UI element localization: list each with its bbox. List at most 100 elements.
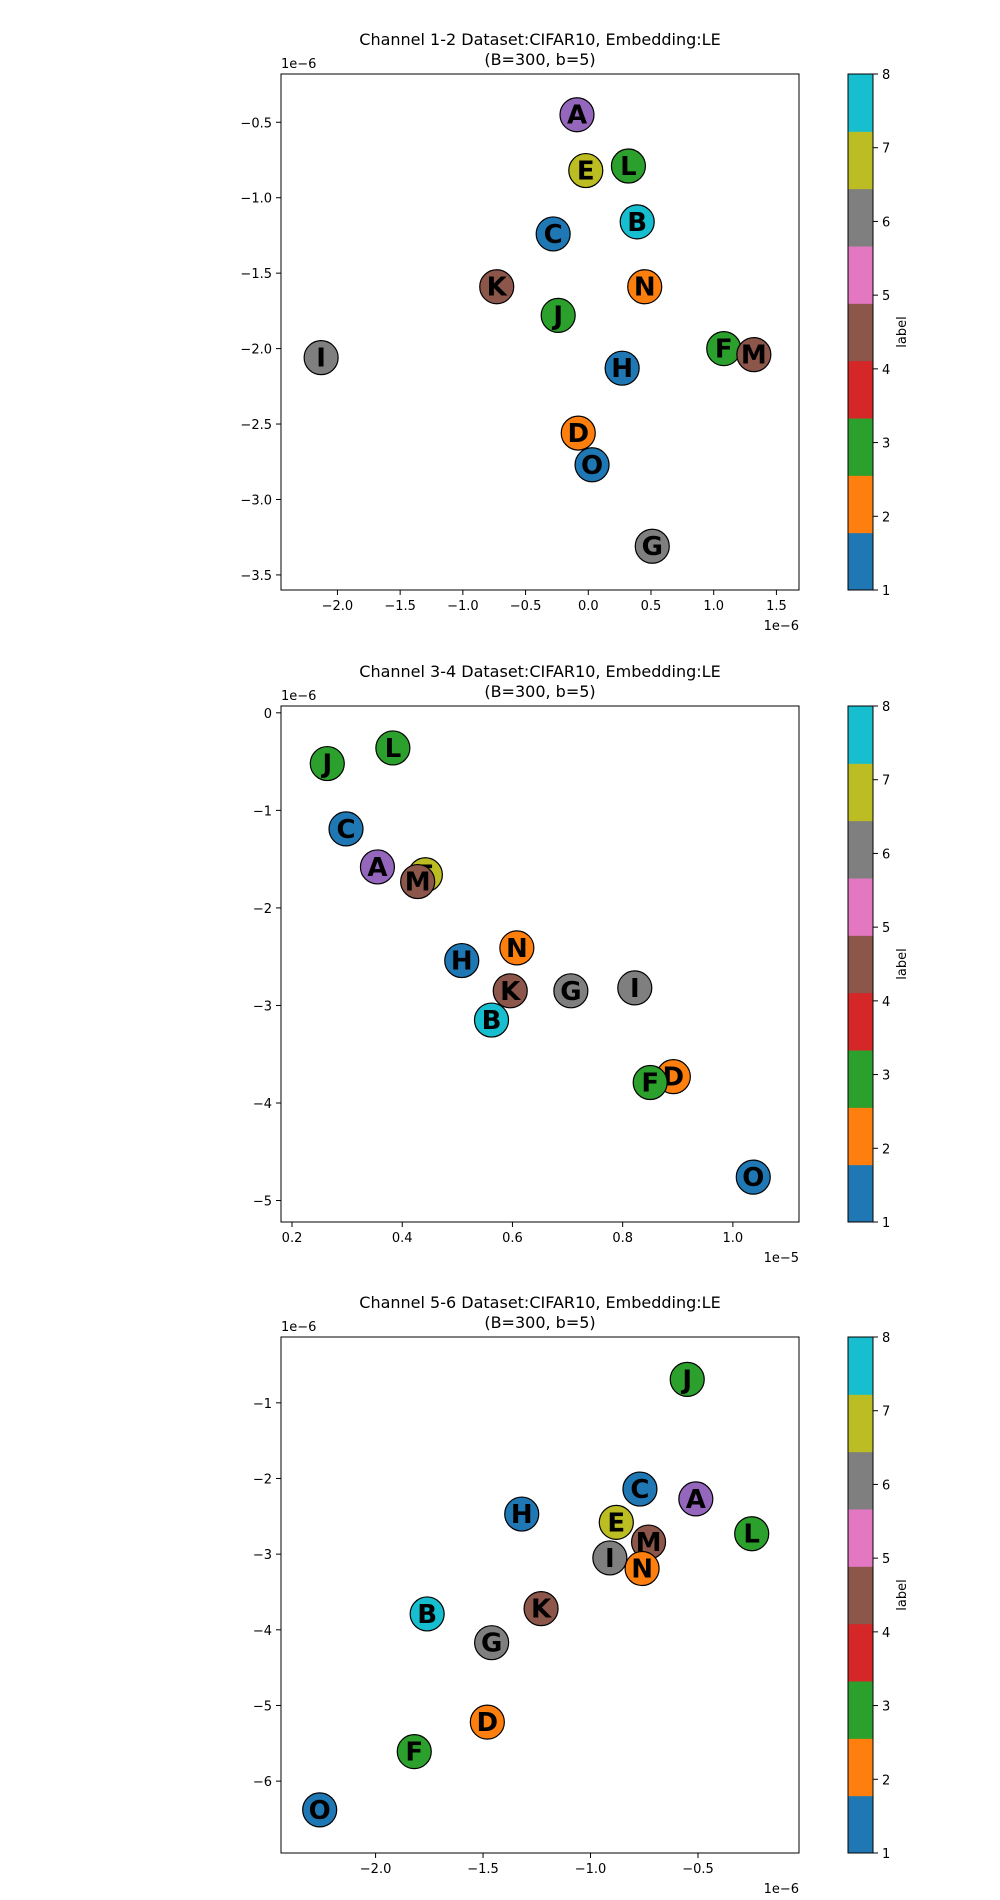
colorbar-segment (848, 878, 873, 936)
scatter-point-N: N (624, 1550, 660, 1587)
colorbar-segment (848, 360, 873, 419)
scatter-point-F: F (632, 1064, 668, 1101)
colorbar-tick-label: 7 (882, 142, 890, 157)
scatter-point-E: E (598, 1504, 634, 1540)
colorbar-segment (848, 1451, 873, 1510)
y-tick-label: −1.0 (240, 192, 272, 207)
y-tick-label: −0.5 (240, 116, 272, 131)
chart-panel-1: Channel 1-2 Dataset:CIFAR10, Embedding:L… (240, 30, 910, 634)
point-label: O (581, 451, 603, 481)
scatter-point-F: F (396, 1734, 432, 1770)
scatter-point-F: F (706, 330, 742, 367)
colorbar-segment (848, 1394, 873, 1453)
point-marker (499, 930, 535, 966)
scatter-point-D: D (560, 415, 596, 451)
colorbar-tick-label: 4 (882, 995, 890, 1010)
y-tick-label: −1 (253, 804, 272, 819)
chart-title: Channel 5-6 Dataset:CIFAR10, Embedding:L… (359, 1293, 720, 1312)
scatter-point-L: L (375, 730, 411, 766)
point-label: M (405, 868, 431, 898)
point-label: M (741, 341, 767, 371)
point-label: C (630, 1475, 649, 1505)
point-marker (444, 942, 480, 979)
point-label: C (544, 220, 563, 250)
scatter-point-I: I (617, 970, 653, 1006)
point-marker (559, 97, 595, 133)
colorbar-tick-label: 2 (882, 1773, 890, 1788)
x-offset-text: 1e−6 (764, 619, 799, 634)
point-marker (492, 973, 528, 1009)
point-marker (568, 152, 604, 189)
scatter-point-H: H (444, 942, 480, 979)
colorbar-segment (848, 303, 873, 362)
x-offset-text: 1e−6 (764, 1882, 799, 1897)
x-tick-label: 0.6 (502, 1231, 523, 1246)
point-marker (469, 1704, 505, 1740)
point-marker (734, 1516, 770, 1552)
point-marker (474, 1625, 510, 1661)
scatter-point-N: N (499, 930, 535, 966)
colorbar-frame (847, 73, 874, 591)
point-label: L (385, 734, 402, 764)
point-marker (479, 269, 515, 305)
x-tick-label: −1.0 (447, 599, 479, 614)
colorbar-tick-label: 2 (882, 510, 890, 525)
point-label: N (634, 273, 656, 303)
scatter-point-I: I (592, 1540, 628, 1576)
colorbar-segment (848, 1509, 873, 1567)
colorbar-label: label (895, 948, 910, 979)
point-marker (375, 730, 411, 766)
point-marker (328, 811, 364, 847)
scatter-point-O: O (735, 1159, 771, 1195)
y-tick-label: −2 (253, 902, 272, 917)
scatter-point-G: G (474, 1625, 510, 1661)
point-label: K (487, 273, 508, 303)
colorbar-tick-label: 4 (882, 1626, 890, 1641)
colorbar-segment (848, 131, 873, 190)
point-marker (617, 970, 653, 1006)
chart-panel-2: Channel 3-4 Dataset:CIFAR10, Embedding:L… (253, 662, 910, 1266)
point-label: G (481, 1629, 502, 1659)
point-marker (627, 269, 663, 305)
point-marker (622, 1471, 658, 1507)
y-tick-label: −6 (253, 1775, 272, 1790)
y-tick-label: −2 (253, 1472, 272, 1487)
point-marker (535, 216, 571, 252)
point-label: K (531, 1595, 552, 1625)
point-marker (409, 1596, 445, 1632)
point-label: J (551, 301, 563, 331)
colorbar-segment (848, 532, 873, 591)
y-offset-text: 1e−6 (281, 689, 316, 704)
point-marker (303, 340, 339, 376)
colorbar-segment (848, 1795, 873, 1854)
point-marker (302, 1792, 338, 1828)
x-tick-label: 1.0 (703, 599, 724, 614)
point-label: A (367, 853, 387, 883)
point-marker (574, 447, 610, 483)
colorbar: 1 2 3 4 5 6 7 8 label (847, 1331, 910, 1862)
colorbar-tick-label: 8 (882, 700, 890, 715)
chart-subtitle: (B=300, b=5) (484, 1313, 595, 1332)
point-label: G (642, 532, 663, 562)
scatter-point-K: K (523, 1591, 559, 1627)
scatter-point-O: O (574, 447, 610, 483)
point-label: K (500, 977, 521, 1007)
point-label: G (560, 977, 581, 1007)
point-marker (632, 1064, 668, 1101)
colorbar-tick-label: 8 (882, 68, 890, 83)
y-tick-label: −2.5 (240, 418, 272, 433)
scatter-point-B: B (619, 204, 655, 240)
colorbar-tick-label: 7 (882, 1405, 890, 1420)
point-marker (735, 1159, 771, 1195)
point-label: I (605, 1544, 615, 1574)
colorbar-segment (848, 935, 873, 994)
colorbar-segment (848, 188, 873, 247)
x-tick-label: −1.5 (384, 599, 416, 614)
scatter-point-G: G (634, 528, 670, 564)
point-label: D (477, 1708, 499, 1738)
point-label: F (641, 1069, 659, 1099)
scatter-point-B: B (473, 1002, 510, 1038)
y-tick-label: −4 (253, 1624, 272, 1639)
x-offset-text: 1e−5 (764, 1251, 799, 1266)
